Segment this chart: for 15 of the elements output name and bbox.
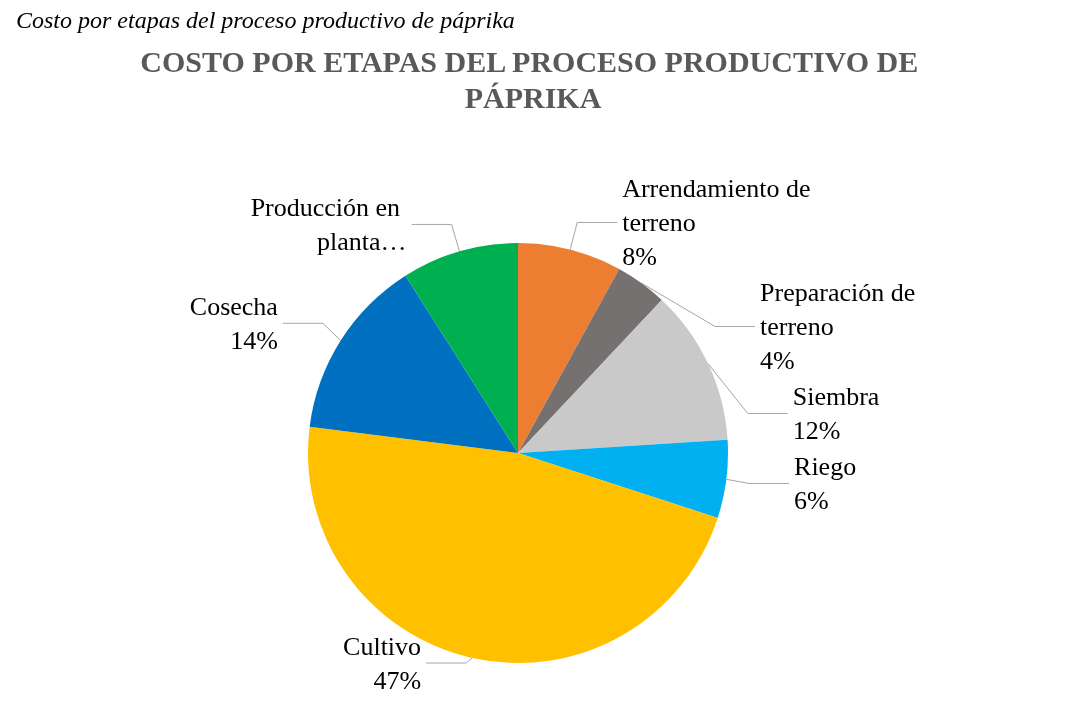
text: Costo por etapas del proceso productivo de páprika [16, 7, 515, 33]
data-label: 8% [622, 241, 657, 271]
slice-label: Cultivo [343, 631, 422, 661]
slice-label: Producción en planta… [250, 192, 407, 256]
data-label: 47% [373, 665, 422, 695]
chart-title: COSTO POR ETAPAS DEL PROCESO PRODUCTIVO DE PÁPRIKA [140, 44, 926, 114]
data-label: 6% [794, 485, 829, 515]
slice-label: Siembra [792, 381, 880, 411]
data-label: 12% [792, 415, 841, 445]
slice-label: Arrendamiento de terreno [622, 173, 818, 237]
slice-label: Riego [794, 451, 857, 481]
data-label: 4% [760, 345, 795, 375]
data-label: 14% [230, 325, 278, 355]
slice-label: Cosecha [189, 291, 279, 321]
slice-label: Preparación de terreno [760, 277, 922, 341]
